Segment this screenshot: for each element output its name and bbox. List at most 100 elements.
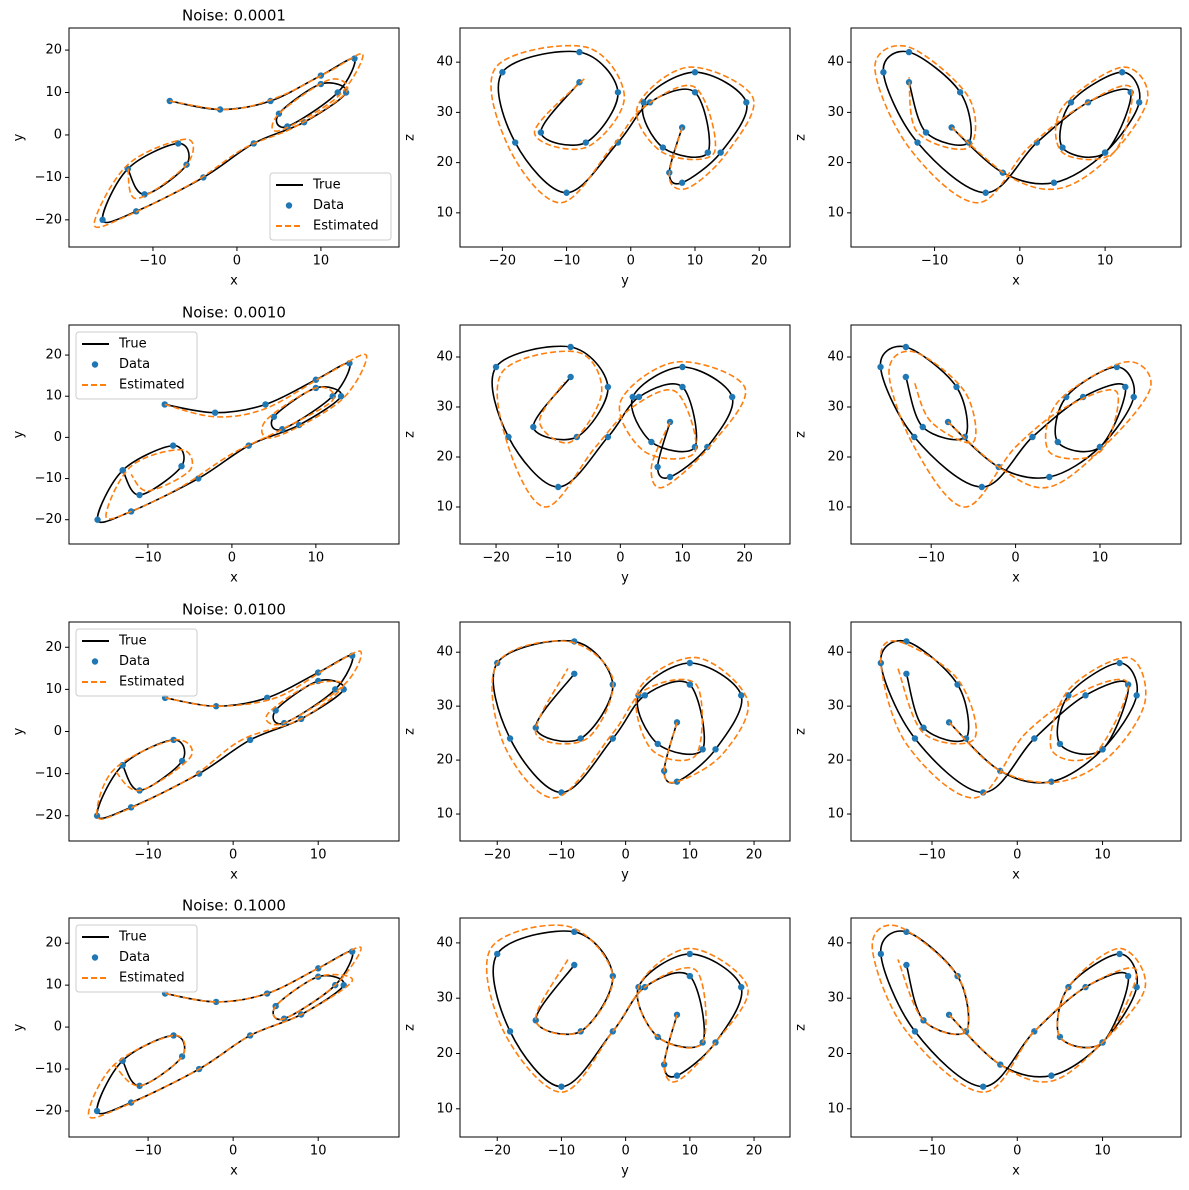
y-tick-label: 0 bbox=[54, 430, 62, 445]
data-point bbox=[953, 383, 960, 391]
data-point bbox=[315, 965, 322, 972]
y-axis-label: y bbox=[12, 430, 27, 438]
x-axis-label: x bbox=[1012, 571, 1020, 586]
y-tick-label: 40 bbox=[827, 350, 844, 365]
x-axis-label: x bbox=[1012, 868, 1020, 883]
data-point bbox=[567, 343, 574, 351]
y-tick-label: 40 bbox=[436, 935, 453, 950]
y-axis-label: z bbox=[794, 134, 809, 141]
x-axis-label: x bbox=[230, 868, 238, 883]
data-point bbox=[315, 669, 322, 676]
x-tick-label: −10 bbox=[917, 551, 944, 566]
data-point bbox=[877, 363, 884, 371]
data-point bbox=[492, 363, 500, 371]
x-tick-label: −20 bbox=[489, 254, 516, 269]
x-axis-label: x bbox=[230, 274, 238, 289]
x-tick-label: 20 bbox=[736, 551, 753, 566]
data-point bbox=[666, 473, 674, 481]
estimated-line bbox=[485, 924, 749, 1094]
axes-frame bbox=[68, 27, 400, 248]
data-point bbox=[567, 373, 574, 381]
plot-area bbox=[877, 638, 1147, 799]
plot-area bbox=[93, 52, 364, 229]
axes-frame bbox=[459, 917, 791, 1138]
data-point bbox=[877, 950, 885, 958]
legend-label: Data bbox=[313, 198, 344, 213]
data-point bbox=[174, 140, 182, 147]
data-point bbox=[922, 129, 930, 136]
plot-area bbox=[94, 353, 368, 524]
axes-frame bbox=[850, 621, 1182, 842]
data-point bbox=[902, 343, 910, 351]
data-point bbox=[679, 363, 686, 371]
data-point bbox=[1124, 972, 1132, 980]
legend-label: Data bbox=[119, 654, 150, 669]
x-tick-label: 10 bbox=[674, 551, 691, 566]
data-point bbox=[738, 983, 745, 991]
data-point bbox=[609, 972, 617, 980]
data-point bbox=[877, 659, 885, 667]
data-point bbox=[506, 735, 514, 742]
y-tick-label: 20 bbox=[436, 753, 453, 768]
data-point bbox=[212, 998, 220, 1006]
data-point bbox=[295, 421, 303, 429]
x-tick-label: 10 bbox=[1094, 848, 1111, 863]
data-point bbox=[136, 1082, 143, 1090]
data-point bbox=[332, 686, 339, 693]
data-point bbox=[530, 423, 537, 431]
data-point bbox=[505, 433, 512, 441]
x-tick-label: 0 bbox=[229, 1144, 237, 1159]
data-point bbox=[571, 670, 578, 677]
data-point bbox=[1118, 69, 1126, 76]
estimated-line bbox=[496, 350, 747, 508]
data-point bbox=[246, 736, 254, 744]
y-tick-label: 20 bbox=[45, 43, 62, 58]
data-point bbox=[903, 961, 910, 969]
legend-label: True bbox=[312, 178, 341, 193]
data-point bbox=[699, 746, 706, 753]
data-point bbox=[961, 433, 969, 441]
data-point bbox=[654, 740, 661, 748]
y-tick-label: 30 bbox=[827, 991, 844, 1006]
data-point bbox=[641, 692, 649, 699]
x-tick-label: 10 bbox=[308, 551, 325, 566]
data-point bbox=[1031, 735, 1038, 742]
x-tick-label: 10 bbox=[313, 254, 330, 269]
y-tick-label: 30 bbox=[827, 400, 844, 415]
data-point bbox=[920, 724, 927, 731]
y-tick-label: 10 bbox=[45, 85, 62, 100]
data-point bbox=[1048, 778, 1055, 785]
data-point bbox=[903, 670, 910, 677]
data-point bbox=[1056, 740, 1064, 748]
data-point bbox=[640, 99, 647, 106]
y-tick-label: 0 bbox=[54, 724, 62, 739]
data-point bbox=[494, 950, 501, 958]
data-point bbox=[170, 736, 177, 744]
estimated-line bbox=[105, 353, 368, 520]
y-tick-label: 20 bbox=[827, 1046, 844, 1061]
estimated-line bbox=[888, 350, 1152, 508]
data-point bbox=[691, 443, 699, 451]
estimated-line bbox=[87, 946, 362, 1119]
data-point bbox=[537, 129, 545, 136]
data-point bbox=[604, 433, 612, 441]
data-point bbox=[577, 735, 584, 742]
data-point bbox=[1116, 950, 1123, 958]
data-point bbox=[119, 761, 126, 769]
y-tick-label: 10 bbox=[45, 682, 62, 697]
data-point bbox=[506, 1028, 514, 1035]
x-tick-label: −10 bbox=[544, 551, 571, 566]
axes-frame bbox=[68, 324, 400, 545]
data-point bbox=[1124, 681, 1132, 688]
estimated-line bbox=[93, 52, 364, 229]
data-point bbox=[312, 376, 320, 383]
x-tick-label: 10 bbox=[1092, 551, 1109, 566]
estimated-line bbox=[96, 650, 363, 820]
data-point bbox=[532, 724, 539, 731]
y-tick-label: 20 bbox=[436, 155, 453, 170]
x-tick-label: 0 bbox=[627, 254, 635, 269]
plot-area bbox=[877, 343, 1152, 508]
y-axis-label: z bbox=[403, 431, 418, 438]
legend-box bbox=[75, 924, 198, 993]
data-point bbox=[678, 179, 686, 186]
